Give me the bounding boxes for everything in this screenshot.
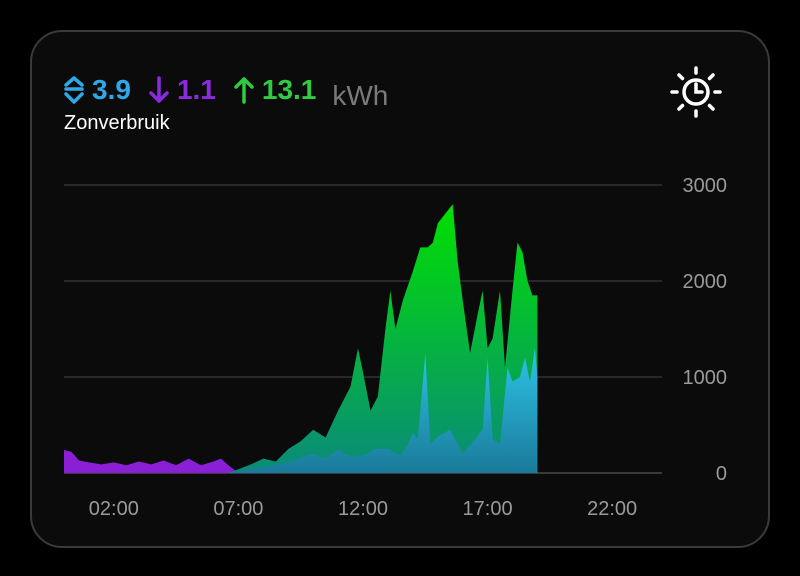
grid-import-area [64, 450, 239, 473]
updown-chevrons-icon [64, 76, 84, 104]
solar-clock-icon[interactable] [666, 62, 726, 122]
card-subtitle: Zonverbruik [64, 112, 170, 134]
stat-net-value: 3.9 [92, 74, 131, 105]
stat-net: 3.9 [62, 66, 131, 114]
y-tick-label: 0 [716, 463, 727, 485]
stat-import: 1.1 [147, 66, 216, 114]
stat-export-value: 13.1 [261, 74, 317, 105]
solar-production-area [228, 204, 538, 473]
y-tick-label: 1000 [683, 367, 728, 389]
arrow-up-icon [234, 77, 254, 104]
stat-import-value: 1.1 [176, 74, 216, 105]
unit-label: kWh [332, 80, 389, 111]
x-tick-label: 17:00 [463, 498, 513, 520]
x-tick-label: 07:00 [213, 498, 263, 520]
stat-export: 13.1 [232, 66, 317, 114]
x-tick-label: 22:00 [587, 498, 637, 520]
arrow-down-icon [149, 76, 169, 103]
y-tick-label: 2000 [683, 271, 728, 293]
x-tick-label: 12:00 [338, 498, 388, 520]
energy-summary-header: 3.9 1.1 13.1 kWh [62, 66, 388, 114]
solar-consumption-area [228, 348, 538, 473]
y-tick-label: 3000 [683, 175, 728, 197]
x-tick-label: 02:00 [89, 498, 139, 520]
